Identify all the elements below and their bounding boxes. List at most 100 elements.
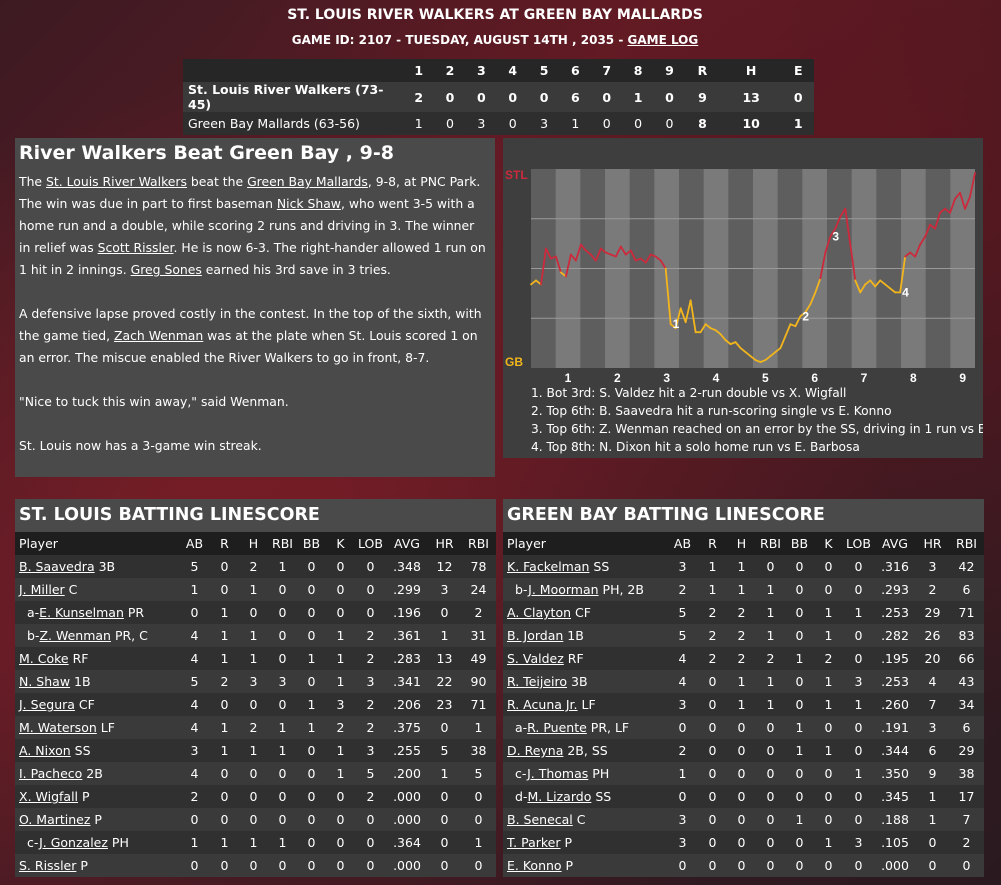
- stat-cell: 0: [307, 559, 316, 574]
- linescore-team-header: [183, 59, 403, 82]
- player-link[interactable]: Nick Shaw: [276, 196, 341, 211]
- player-link[interactable]: K. Fackelman: [507, 559, 590, 574]
- player-link[interactable]: R. Acuna Jr.: [507, 697, 578, 712]
- column-header[interactable]: RBI: [956, 536, 977, 551]
- stat-cell: 1: [854, 605, 863, 620]
- player-link[interactable]: Z. Wenman: [39, 628, 111, 643]
- player-link[interactable]: Zach Wenman: [114, 328, 204, 343]
- stat-cell: 90: [470, 674, 487, 689]
- player-link[interactable]: M. Waterson: [19, 720, 97, 735]
- player-link[interactable]: O. Martinez: [19, 812, 91, 827]
- player-link[interactable]: R. Puente: [527, 720, 587, 735]
- player-link[interactable]: Greg Sones: [130, 262, 202, 277]
- key-event: 1. Bot 3rd: S. Valdez hit a 2-run double…: [531, 386, 847, 400]
- player-link[interactable]: D. Reyna: [507, 743, 564, 758]
- win-probability-segment: [639, 257, 647, 264]
- column-header[interactable]: K: [824, 536, 833, 551]
- player-link[interactable]: A. Clayton: [507, 605, 572, 620]
- game-log-link[interactable]: GAME LOG: [627, 33, 699, 47]
- player-link[interactable]: R. Teijeiro: [507, 674, 568, 689]
- linescore-team-name[interactable]: St. Louis River Walkers (73-45): [188, 82, 384, 112]
- player-cell: S. Valdez RF: [503, 647, 667, 670]
- player-link[interactable]: S. Rissler: [19, 858, 77, 873]
- column-header[interactable]: AB: [673, 536, 692, 551]
- column-header[interactable]: AVG: [394, 536, 420, 551]
- column-header[interactable]: K: [336, 536, 345, 551]
- stat-cell: 0: [854, 559, 863, 574]
- stat-cell: 1: [249, 743, 258, 758]
- stat-cell: 1: [190, 582, 199, 597]
- column-header[interactable]: R: [708, 536, 717, 551]
- column-header[interactable]: Player: [507, 536, 546, 551]
- player-link[interactable]: S. Valdez: [507, 651, 564, 666]
- recap-text: . He is now 6-3. The right-hander allowe…: [19, 240, 486, 277]
- win-probability-segment: [669, 323, 677, 330]
- stat-cell: 1: [766, 605, 775, 620]
- player-link[interactable]: J. Thomas: [527, 766, 589, 781]
- column-header[interactable]: H: [736, 536, 747, 551]
- player-link[interactable]: T. Parker: [507, 835, 561, 850]
- inning-runs: 0: [446, 116, 454, 131]
- linescore-team-name[interactable]: Green Bay Mallards (63-56): [188, 116, 360, 131]
- stat-cell: 1: [795, 743, 804, 758]
- player-link[interactable]: I. Pacheco: [19, 766, 83, 781]
- team-link[interactable]: Green Bay Mallards: [247, 174, 368, 189]
- player-link[interactable]: B. Jordan: [507, 628, 564, 643]
- batting-row: R. Acuna Jr. LF 3 0 1 1 0 1 1 .260 7 34: [503, 693, 984, 716]
- stat-cell: 0: [737, 720, 746, 735]
- column-header[interactable]: RBI: [760, 536, 781, 551]
- column-header[interactable]: BB: [790, 536, 809, 551]
- column-header[interactable]: HR: [923, 536, 942, 551]
- game-recap-panel: River Walkers Beat Green Bay , 9-8 The S…: [15, 138, 495, 477]
- win-probability-segment: [834, 215, 842, 230]
- stat-cell: 0: [307, 628, 316, 643]
- column-header[interactable]: AVG: [882, 536, 908, 551]
- player-cell: K. Fackelman SS: [503, 555, 667, 578]
- player-link[interactable]: Scott Rissler: [97, 240, 174, 255]
- player-link[interactable]: B. Saavedra: [19, 559, 95, 574]
- win-probability-segment: [614, 245, 622, 258]
- column-header[interactable]: R: [220, 536, 229, 551]
- player-link[interactable]: J. Moorman: [528, 582, 599, 597]
- stat-cell: 1: [190, 835, 199, 850]
- player-link[interactable]: M. Coke: [19, 651, 69, 666]
- stat-cell: 0: [795, 605, 804, 620]
- player-link[interactable]: J. Miller: [19, 582, 65, 597]
- win-probability-segment: [689, 299, 697, 334]
- player-link[interactable]: E. Konno: [507, 858, 562, 873]
- stat-cell: .299: [393, 582, 421, 597]
- player-link[interactable]: M. Lizardo: [527, 789, 592, 804]
- column-header[interactable]: RBI: [272, 536, 293, 551]
- column-header[interactable]: RBI: [468, 536, 489, 551]
- win-probability-segment: [560, 271, 567, 278]
- recap-streak: St. Louis now has a 3-game win streak.: [19, 438, 262, 453]
- player-link[interactable]: X. Wigfall: [19, 789, 79, 804]
- player-link[interactable]: E. Kunselman: [39, 605, 124, 620]
- stat-cell: 0: [824, 789, 833, 804]
- inning-header: 6: [571, 63, 580, 78]
- column-header[interactable]: HR: [435, 536, 454, 551]
- player-link[interactable]: J. Segura: [19, 697, 75, 712]
- recap-paragraph: The St. Louis River Walkers beat the Gre…: [19, 171, 489, 281]
- column-header[interactable]: AB: [185, 536, 204, 551]
- batting-row: M. Waterson LF 4 1 2 1 1 2 2 .375 0 1: [15, 716, 496, 739]
- stat-cell: 1: [220, 605, 229, 620]
- player-link[interactable]: N. Shaw: [19, 674, 71, 689]
- column-header[interactable]: BB: [302, 536, 321, 551]
- stat-cell: 0: [336, 605, 345, 620]
- team-link[interactable]: St. Louis River Walkers: [45, 174, 187, 189]
- stat-cell: 0: [795, 628, 804, 643]
- player-link[interactable]: A. Nixon: [19, 743, 71, 758]
- column-header[interactable]: LOB: [358, 536, 383, 551]
- stat-cell: 0: [737, 835, 746, 850]
- player-link[interactable]: B. Senecal: [507, 812, 573, 827]
- column-header[interactable]: H: [248, 536, 259, 551]
- win-probability-segment: [579, 243, 587, 252]
- column-header[interactable]: Player: [19, 536, 58, 551]
- stat-cell: 4: [190, 697, 199, 712]
- player-link[interactable]: J. Gonzalez: [39, 835, 108, 850]
- column-header[interactable]: LOB: [846, 536, 871, 551]
- stat-cell: 0: [220, 582, 229, 597]
- recap-text: , 9-8, at PNC Park. The win was due in p…: [19, 174, 481, 211]
- inning-tick-label: 2: [614, 371, 621, 384]
